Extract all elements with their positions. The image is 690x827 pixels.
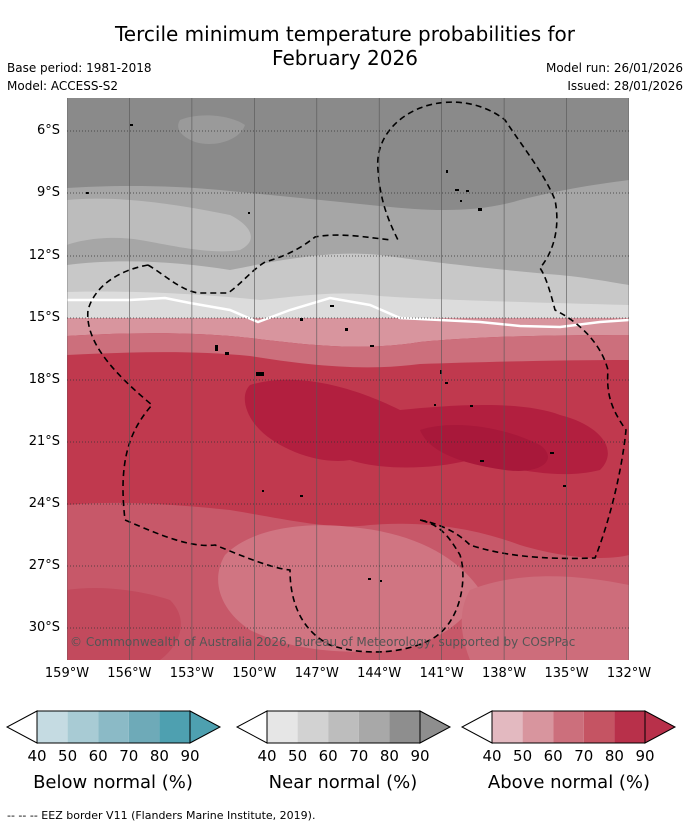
- lat-tick: 27°S: [28, 558, 60, 573]
- colorbar-above-50-60: [522, 711, 554, 743]
- colorbar-below-40-50: [37, 711, 68, 743]
- meta-left: Base period: 1981-2018 Model: ACCESS-S2: [7, 59, 152, 95]
- colorbar-below-50-60: [67, 711, 99, 743]
- colorbar-above-70-80: [583, 711, 615, 743]
- cb-near-tick: 80: [380, 747, 399, 765]
- legend-below-title: Below normal (%): [33, 772, 193, 793]
- cb-above-tick: 50: [513, 747, 532, 765]
- cb-near-tick: 90: [410, 747, 429, 765]
- colorbar-below-60-70: [98, 711, 129, 743]
- colorbar-below-80-90: [159, 711, 190, 743]
- lat-tick: 21°S: [28, 434, 60, 449]
- cb-above-tick: 60: [544, 747, 563, 765]
- colorbar-near: [235, 710, 452, 744]
- eez-footnote: -- -- -- EEZ border V11 (Flanders Marine…: [7, 809, 316, 822]
- parallels: [67, 130, 629, 629]
- above-normal-60-region: [67, 333, 629, 368]
- colorbar-above-40-50: [492, 711, 523, 743]
- lat-tick: 12°S: [28, 248, 60, 263]
- cb-below-tick: 60: [89, 747, 108, 765]
- lon-tick: 147°W: [294, 666, 339, 681]
- lat-tick: 15°S: [28, 310, 60, 325]
- lat-tick: 30°S: [28, 620, 60, 635]
- model-name: Model: ACCESS-S2: [7, 79, 119, 93]
- cb-near-tick: 70: [349, 747, 368, 765]
- cb-below-tick: 80: [150, 747, 169, 765]
- cb-above-tick: 90: [635, 747, 654, 765]
- title-line-1: Tercile minimum temperature probabilitie…: [114, 22, 576, 46]
- cb-near-tick: 60: [319, 747, 338, 765]
- legend-near-title: Near normal (%): [268, 772, 418, 793]
- lat-tick: 6°S: [36, 123, 60, 138]
- cb-near-tick: 50: [288, 747, 307, 765]
- issued-date: Issued: 28/01/2026: [567, 79, 683, 93]
- meta-right: Model run: 26/01/2026 Issued: 28/01/2026: [546, 59, 683, 95]
- colorbar-near-70-80: [358, 711, 390, 743]
- colorbar-above-max-arrow: [644, 710, 677, 744]
- colorbar-ticks: 40 50 60 70 80 90 40 50 60 70 80 90 40 5…: [27, 747, 654, 765]
- colorbar-below-70-80: [128, 711, 160, 743]
- lon-tick: 132°W: [606, 666, 652, 681]
- lon-tick: 159°W: [44, 666, 90, 681]
- lon-tick: 138°W: [482, 666, 527, 681]
- cb-below-tick: 40: [27, 747, 46, 765]
- map-title: Tercile minimum temperature probabilitie…: [0, 22, 690, 70]
- legend-above-title: Above normal (%): [487, 772, 651, 793]
- colorbar-near-40-50: [267, 711, 298, 743]
- lat-tick: 9°S: [36, 185, 60, 200]
- colorbar-above-60-70: [553, 711, 584, 743]
- cb-near-tick: 40: [257, 747, 276, 765]
- map-panel: [67, 98, 629, 660]
- model-run: Model run: 26/01/2026: [545, 61, 683, 75]
- colorbar-below: [5, 710, 222, 744]
- lon-tick: 141°W: [419, 666, 464, 681]
- lat-tick: 24°S: [28, 496, 60, 511]
- islands: [86, 124, 566, 582]
- colorbar-near-60-70: [328, 711, 359, 743]
- base-period: Base period: 1981-2018: [7, 61, 152, 75]
- lon-tick: 153°W: [169, 666, 214, 681]
- cb-above-tick: 70: [574, 747, 593, 765]
- colorbar-below-max-arrow: [189, 710, 222, 744]
- cb-above-tick: 80: [605, 747, 624, 765]
- lat-tick: 18°S: [28, 372, 60, 387]
- lon-tick: 150°W: [232, 666, 277, 681]
- cb-below-tick: 90: [180, 747, 199, 765]
- colorbar-above-80-90: [614, 711, 645, 743]
- colorbar-above: [460, 710, 677, 744]
- cb-below-tick: 50: [58, 747, 77, 765]
- lon-tick: 156°W: [107, 666, 152, 681]
- colorbar-near-50-60: [297, 711, 329, 743]
- lon-tick: 144°W: [357, 666, 402, 681]
- copyright-text: © Commonwealth of Australia 2026, Bureau…: [70, 635, 575, 649]
- above-normal-50-region: [67, 318, 629, 347]
- colorbar-near-max-arrow: [419, 710, 452, 744]
- cb-above-tick: 40: [482, 747, 501, 765]
- lon-tick: 135°W: [544, 666, 589, 681]
- title-line-2: February 2026: [272, 46, 418, 70]
- cb-below-tick: 70: [119, 747, 138, 765]
- colorbar-near-80-90: [389, 711, 420, 743]
- eez-borders: [87, 101, 627, 653]
